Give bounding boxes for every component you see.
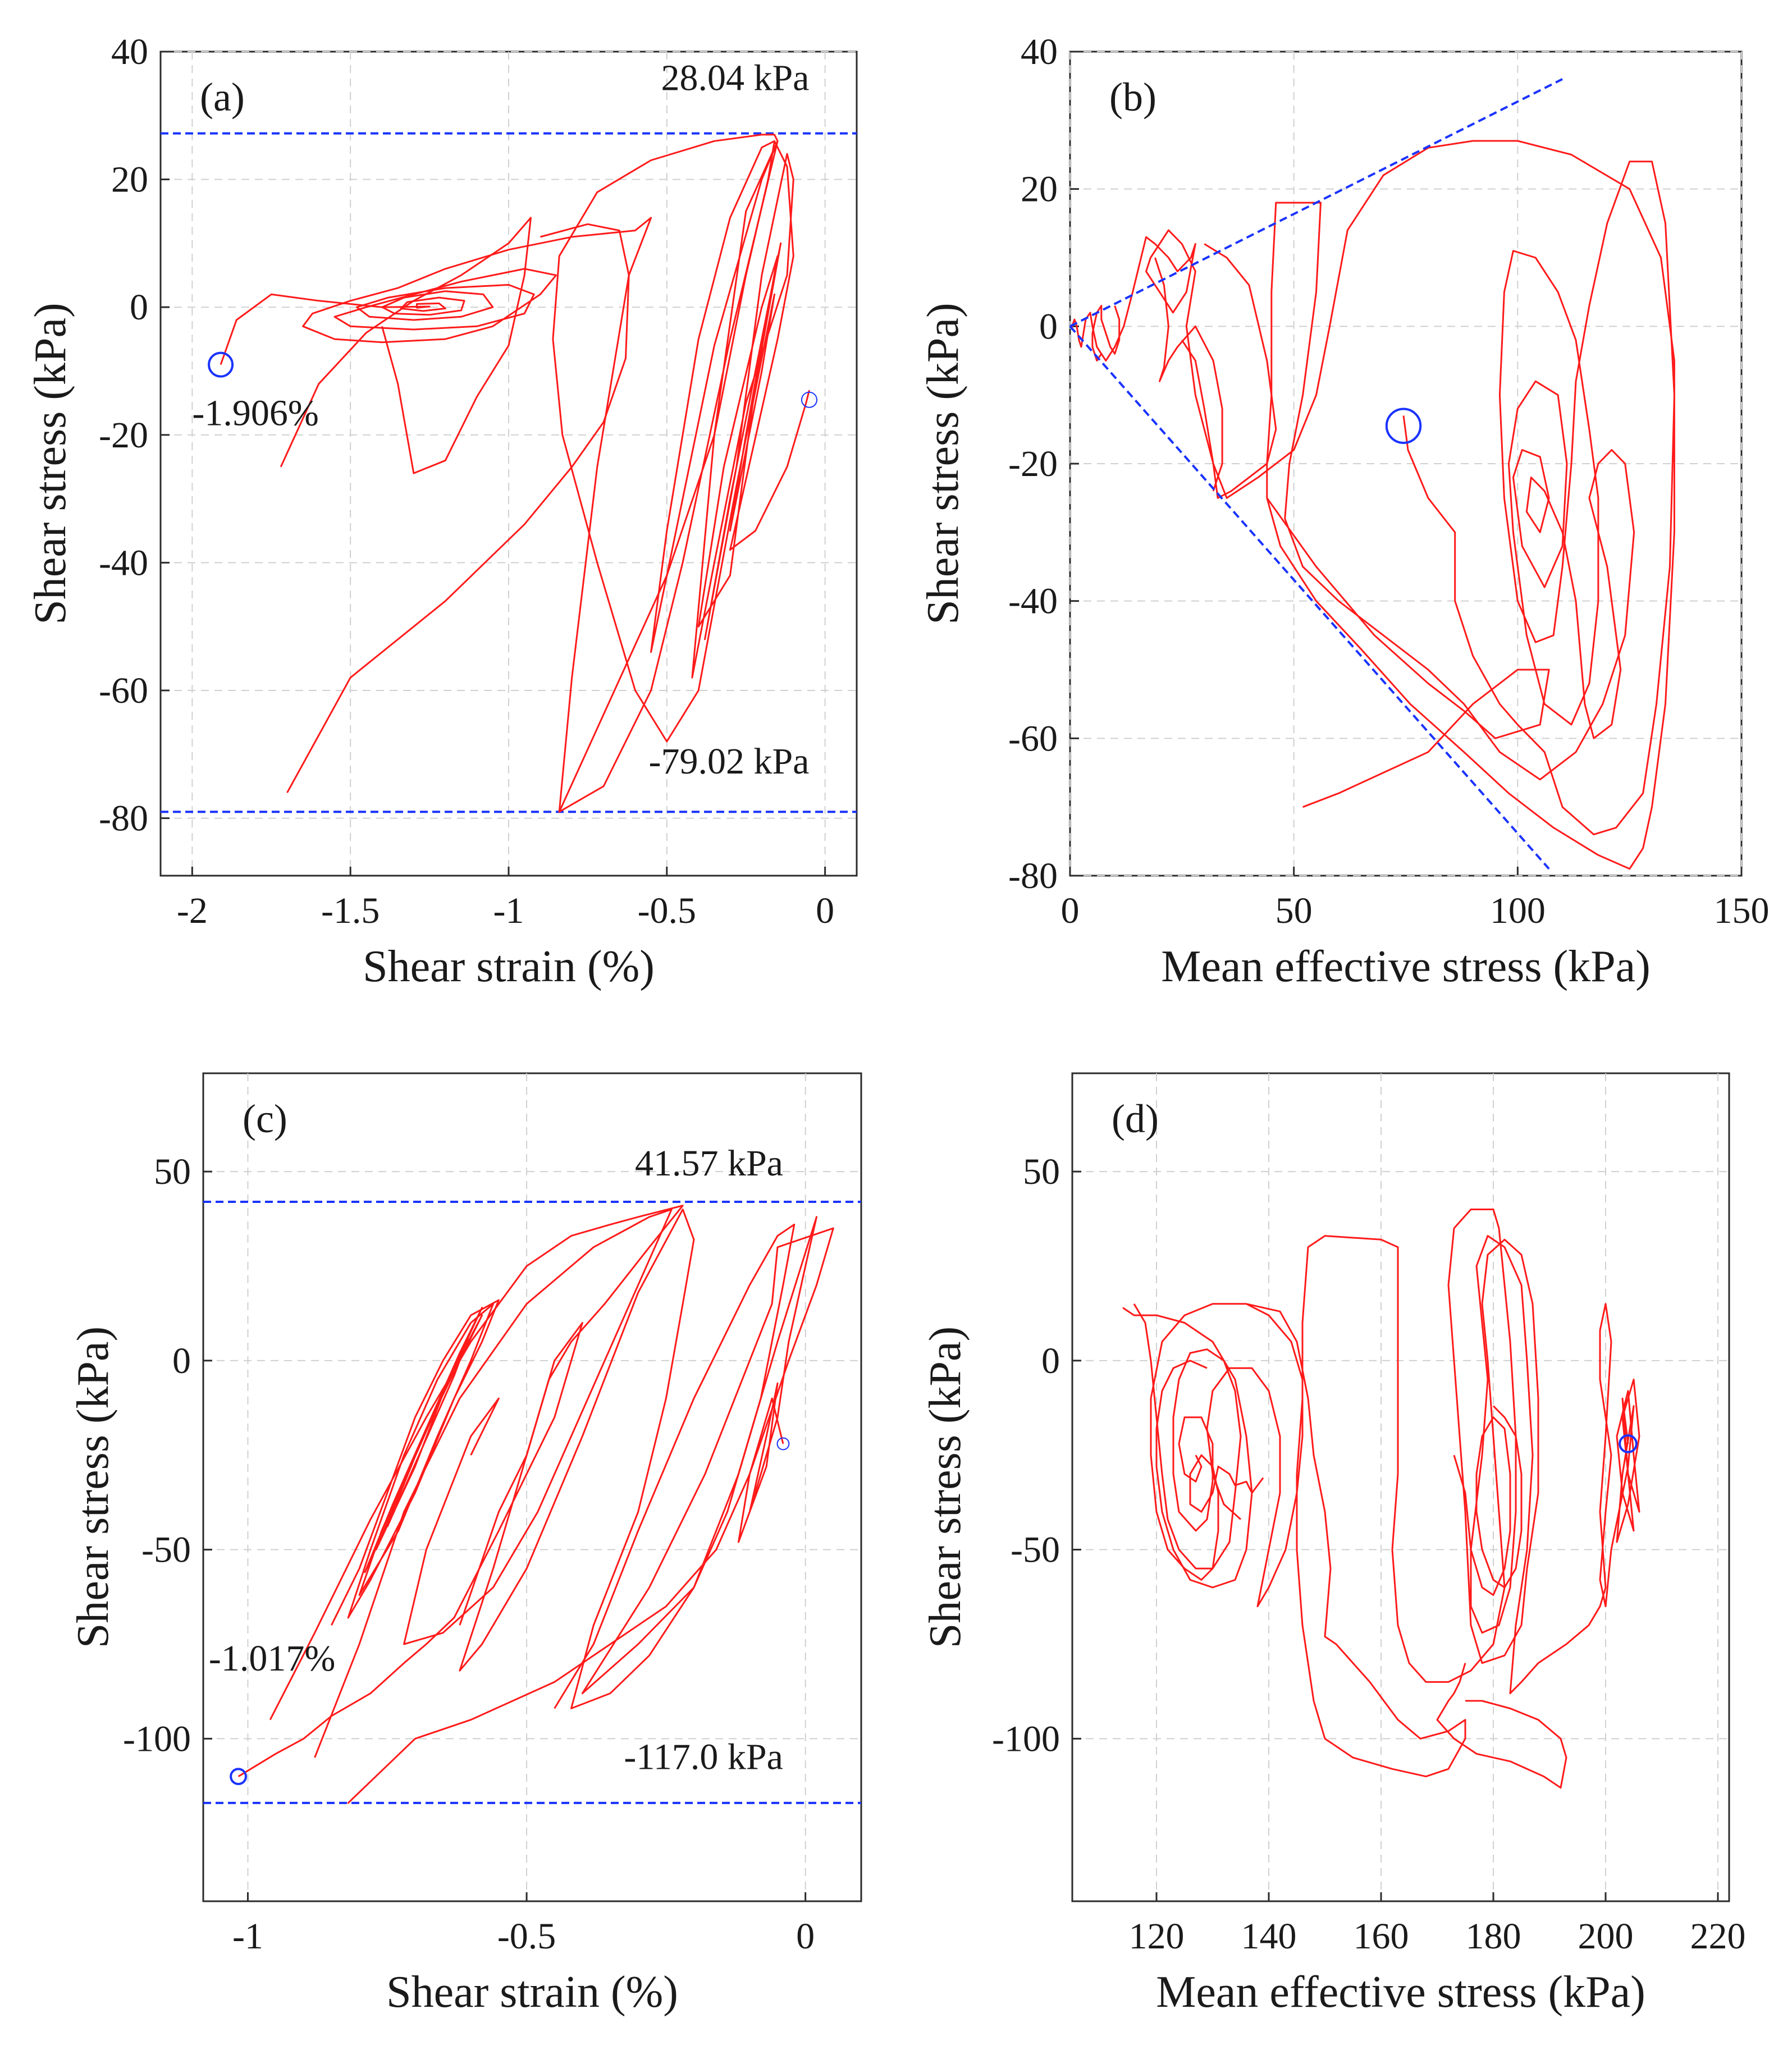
y-axis-label: Shear stress (kPa) (68, 1326, 118, 1648)
end-marker (230, 1768, 247, 1786)
x-tick-label: -1 (232, 1916, 263, 1957)
x-tick-label: -2 (177, 890, 208, 931)
series-line (1133, 1303, 1242, 1569)
y-tick-label: 0 (1041, 1340, 1060, 1381)
y-tick-label: 20 (1021, 169, 1058, 210)
panel-label: (d) (1112, 1096, 1159, 1141)
x-tick-label: 50 (1276, 890, 1313, 931)
series-line (347, 1223, 834, 1804)
x-tick-label: 200 (1578, 1916, 1634, 1957)
series-line (1091, 305, 1121, 362)
strain-annotation: -1.906% (192, 393, 318, 434)
y-tick-label: -40 (99, 542, 148, 583)
x-axis-label: Mean effective stress (kPa) (1161, 942, 1651, 991)
y-tick-label: 50 (1023, 1151, 1060, 1192)
y-tick-label: -80 (1008, 855, 1058, 896)
y-tick-label: 40 (1021, 31, 1058, 72)
y-tick-label: 20 (111, 159, 148, 200)
y-tick-label: -20 (99, 415, 148, 456)
y-tick-label: -80 (99, 798, 148, 839)
y-tick-label: -40 (1008, 581, 1058, 622)
end-marker (208, 351, 234, 378)
y-tick-label: -50 (1011, 1530, 1060, 1571)
plot-area (1122, 1209, 1640, 1789)
y-tick-label: -50 (141, 1530, 191, 1571)
series-line (1181, 243, 1277, 499)
series-line (286, 223, 630, 793)
series-line (1266, 497, 1550, 808)
y-tick-label: 0 (172, 1340, 191, 1381)
y-tick-label: 50 (154, 1151, 191, 1192)
x-tick-label: 0 (816, 890, 834, 931)
x-tick-label: 120 (1129, 1916, 1185, 1957)
y-tick-label: 0 (130, 287, 148, 328)
x-axis-label: Mean effective stress (kPa) (1156, 1967, 1645, 2017)
series-line (1122, 1307, 1253, 1589)
peak-stress-label: 28.04 kPa (661, 57, 809, 98)
panel-label: (b) (1109, 75, 1156, 120)
panel-b: 0 50 100 150 -80 -60 -40 -20 0 20 40 Mean effective… (918, 31, 1770, 991)
failure-envelope-line (1069, 326, 1550, 870)
axes-frame (202, 1072, 862, 1902)
series-line (558, 141, 775, 812)
panel-label: (a) (200, 75, 245, 120)
series-line (1071, 140, 1675, 870)
panel-c: -1 -0.5 0 -100 -50 0 50 Shear strain (%) Shear s… (68, 1072, 862, 2017)
peak-stress-label: -79.02 kPa (648, 741, 809, 782)
series-line (269, 1205, 684, 1720)
start-marker (1619, 1434, 1638, 1453)
y-tick-label: -20 (1008, 443, 1058, 484)
x-tick-label: 180 (1466, 1916, 1521, 1957)
x-tick-label: -0.5 (497, 1916, 556, 1957)
peak-stress-label: -117.0 kPa (624, 1736, 783, 1777)
series-line (1150, 1209, 1640, 1778)
x-tick-label: -0.5 (638, 890, 696, 931)
panel-a: -2 -1.5 -1 -0.5 0 -80 -60 -40 -20 0 20 40 Shear stra… (26, 31, 858, 991)
strain-annotation: -1.017% (209, 1638, 335, 1679)
y-tick-label: -100 (123, 1718, 191, 1759)
y-tick-label: -60 (99, 670, 148, 711)
series-line (1436, 1663, 1567, 1789)
x-axis-label: Shear strain (%) (363, 942, 655, 991)
peak-stress-label: 41.57 kPa (635, 1143, 783, 1184)
x-tick-label: 150 (1714, 890, 1770, 931)
x-tick-label: 140 (1241, 1916, 1297, 1957)
series-line (1206, 1303, 1304, 1608)
x-tick-label: 100 (1490, 890, 1546, 931)
series-line (314, 1209, 673, 1758)
y-tick-label: 40 (111, 31, 148, 72)
failure-envelope-line (1069, 78, 1563, 328)
series-line (237, 1209, 817, 1777)
y-tick-label: 0 (1039, 306, 1058, 347)
x-tick-label: 0 (796, 1916, 815, 1957)
series-line (220, 134, 810, 813)
x-tick-label: -1.5 (321, 890, 380, 931)
y-axis-label: Shear stress (kPa) (918, 303, 968, 624)
series-line (1154, 257, 1223, 492)
series-line (331, 1299, 500, 1626)
panel-label: (c) (243, 1096, 287, 1141)
start-marker (801, 391, 817, 408)
series-line (280, 217, 532, 474)
start-marker (776, 1437, 790, 1450)
x-tick-label: 160 (1354, 1916, 1409, 1957)
plot-area (203, 1200, 861, 1804)
y-tick-label: -60 (1008, 718, 1058, 759)
x-tick-label: -1 (493, 890, 524, 931)
x-tick-label: 220 (1690, 1916, 1746, 1957)
axes-frame (1071, 1072, 1730, 1902)
panel-d: 120 140 160 180 200 220 -100 -50 0 50 Mean effecti… (921, 1072, 1746, 2017)
series-line (1453, 1405, 1523, 1596)
y-tick-label: -100 (992, 1718, 1060, 1759)
y-axis-label: Shear stress (kPa) (26, 303, 75, 624)
plot-area (161, 132, 857, 813)
y-axis-label: Shear stress (kPa) (921, 1326, 970, 1648)
x-axis-label: Shear strain (%) (386, 1967, 678, 2017)
x-tick-label: 0 (1061, 890, 1080, 931)
start-marker (1385, 408, 1422, 444)
plot-area (1071, 140, 1675, 870)
